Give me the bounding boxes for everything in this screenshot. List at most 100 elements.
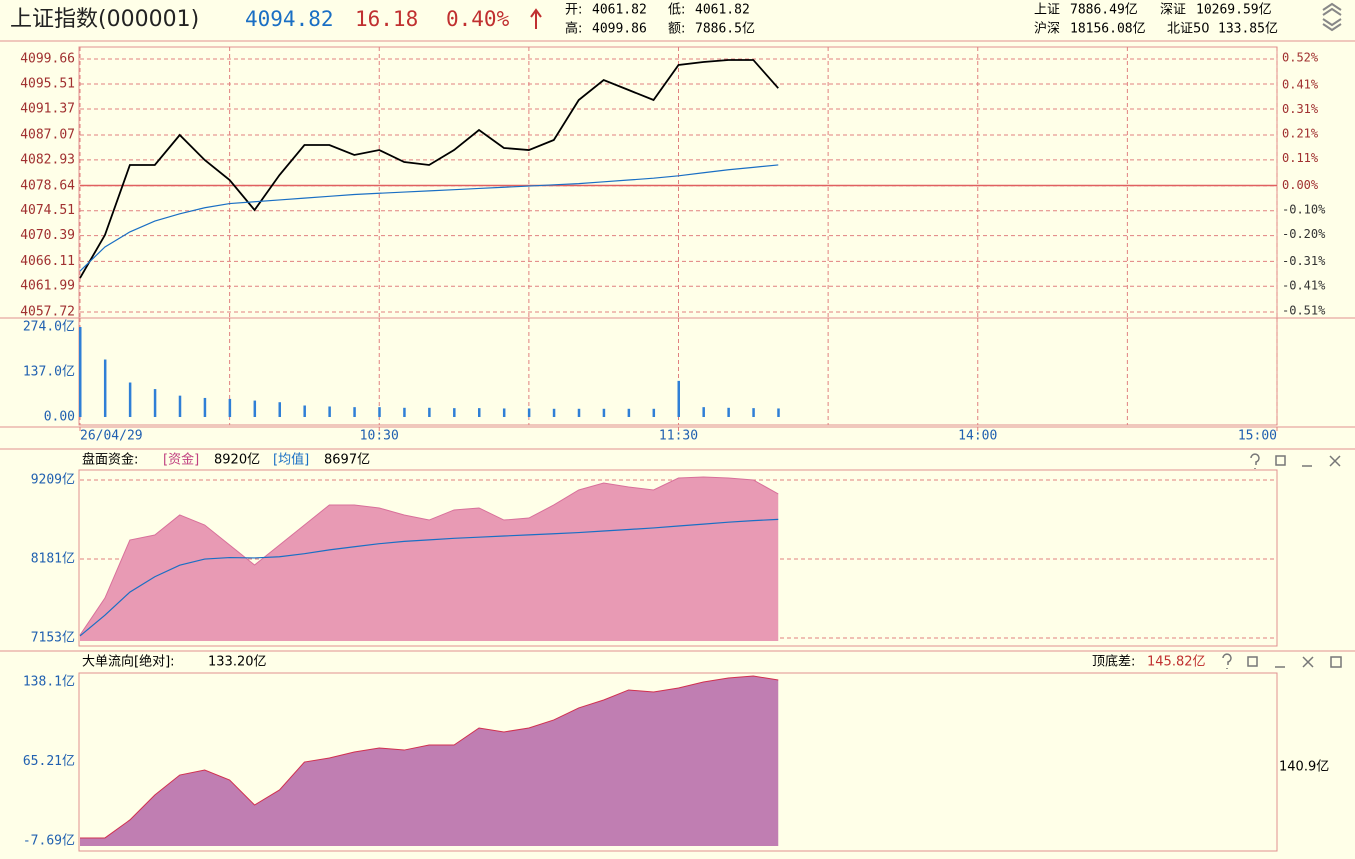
high-label: 高: xyxy=(565,21,582,37)
series-line xyxy=(79,476,779,636)
y-tick-label: 138.1亿 xyxy=(23,675,75,690)
bar xyxy=(103,359,107,417)
y2-tick-label: -0.51% xyxy=(1282,303,1326,317)
y2-tick-label: 0.00% xyxy=(1282,178,1319,192)
y-tick-label: 7153亿 xyxy=(31,631,75,646)
area-fill xyxy=(80,676,779,846)
amount: 7886.5亿 xyxy=(695,22,755,37)
panel-value: 133.20亿 xyxy=(208,655,267,670)
legend-name: [均值] xyxy=(273,452,309,468)
bar xyxy=(328,406,331,417)
bar xyxy=(353,407,356,417)
hs-label: 沪深 xyxy=(1034,21,1060,37)
y-tick-label: 4099.66 xyxy=(20,52,75,67)
y-tick-label: 4057.72 xyxy=(20,305,75,320)
bar xyxy=(702,407,705,417)
open: 4061.82 xyxy=(592,3,647,18)
title: 上证指数(000001) xyxy=(10,7,199,32)
legend-value: 8697亿 xyxy=(324,453,370,468)
bz-label: 北证50 xyxy=(1167,22,1210,37)
x-tick-label: 14:00 xyxy=(958,429,997,444)
panel-title: 盘面资金: xyxy=(82,452,138,468)
bar xyxy=(378,407,381,417)
bar xyxy=(478,408,481,417)
bar xyxy=(153,389,157,417)
bar xyxy=(403,407,406,417)
y2-tick-label: 0.11% xyxy=(1282,151,1319,165)
panel-icons[interactable] xyxy=(1222,453,1342,669)
series-line xyxy=(79,518,779,637)
y-tick-label: 137.0亿 xyxy=(23,365,75,380)
y-tick-label: 274.0亿 xyxy=(23,320,75,335)
bar xyxy=(178,395,182,417)
bar xyxy=(453,408,456,417)
y-tick-label: 4070.39 xyxy=(20,228,75,243)
y-tick-label: 4082.93 xyxy=(20,152,75,167)
area-fill xyxy=(80,477,779,641)
bar xyxy=(627,408,631,417)
bar xyxy=(602,408,606,417)
y-tick-label: 9209亿 xyxy=(31,473,75,488)
high: 4099.86 xyxy=(592,22,647,37)
x-tick-label: 26/04/29 xyxy=(80,429,143,444)
bar xyxy=(652,408,656,417)
legend-name: [资金] xyxy=(163,452,199,468)
x-tick-label: 11:30 xyxy=(659,429,698,444)
bar xyxy=(777,408,780,417)
bar xyxy=(278,402,281,417)
bar xyxy=(203,397,207,417)
y2-tick-label: -0.41% xyxy=(1282,279,1326,293)
bar xyxy=(228,398,232,417)
bz: 133.85亿 xyxy=(1218,22,1278,37)
y-tick-label: 4087.07 xyxy=(20,127,75,142)
bar xyxy=(552,408,556,417)
y2-tick-label: 0.41% xyxy=(1282,77,1319,91)
frame xyxy=(78,672,1278,852)
bar xyxy=(577,408,581,417)
collapse-icon[interactable] xyxy=(1322,2,1342,32)
y-tick-label: 0.00 xyxy=(44,410,75,425)
series-line xyxy=(79,164,779,272)
y-tick-label: 8181亿 xyxy=(31,552,75,567)
y2-tick-label: 0.31% xyxy=(1282,102,1319,116)
low-label: 低: xyxy=(668,3,685,18)
side-label: 140.9亿 xyxy=(1279,760,1329,775)
y-tick-label: 4066.11 xyxy=(20,254,75,269)
bar xyxy=(253,400,257,417)
y2-tick-label: 0.52% xyxy=(1282,50,1319,64)
price: 4094.82 xyxy=(245,7,334,31)
change: 16.18 xyxy=(355,7,418,31)
sz-label: 深证 xyxy=(1160,3,1186,18)
bar xyxy=(79,327,82,417)
y-tick-label: 4078.64 xyxy=(20,178,75,193)
y-tick-label: 4061.99 xyxy=(20,279,75,294)
y2-tick-label: -0.10% xyxy=(1282,203,1326,217)
bar xyxy=(428,407,431,417)
spread-label: 顶底差: xyxy=(1092,654,1135,670)
up-arrow xyxy=(530,8,542,29)
sh: 7886.49亿 xyxy=(1070,3,1138,18)
sz: 10269.59亿 xyxy=(1196,3,1272,18)
pct: 0.40% xyxy=(446,7,510,31)
bar xyxy=(303,405,306,417)
low: 4061.82 xyxy=(695,3,750,18)
y-tick-label: 4074.51 xyxy=(20,203,75,218)
y2-tick-label: -0.20% xyxy=(1282,227,1326,241)
bar xyxy=(752,408,755,417)
y-tick-label: 4091.37 xyxy=(20,102,75,117)
bar xyxy=(727,407,730,417)
x-tick-label: 15:00 xyxy=(1238,429,1277,444)
x-tick-label: 10:30 xyxy=(360,429,399,444)
y-tick-label: -7.69亿 xyxy=(23,834,75,849)
hs: 18156.08亿 xyxy=(1070,22,1146,37)
bar xyxy=(677,380,680,417)
bar xyxy=(527,408,531,417)
y-tick-label: 4095.51 xyxy=(20,77,75,92)
y2-tick-label: 0.21% xyxy=(1282,126,1319,140)
bar xyxy=(128,382,132,417)
sh-label: 上证 xyxy=(1034,3,1060,18)
spread-value: 145.82亿 xyxy=(1147,655,1206,670)
y-tick-label: 65.21亿 xyxy=(23,754,75,769)
